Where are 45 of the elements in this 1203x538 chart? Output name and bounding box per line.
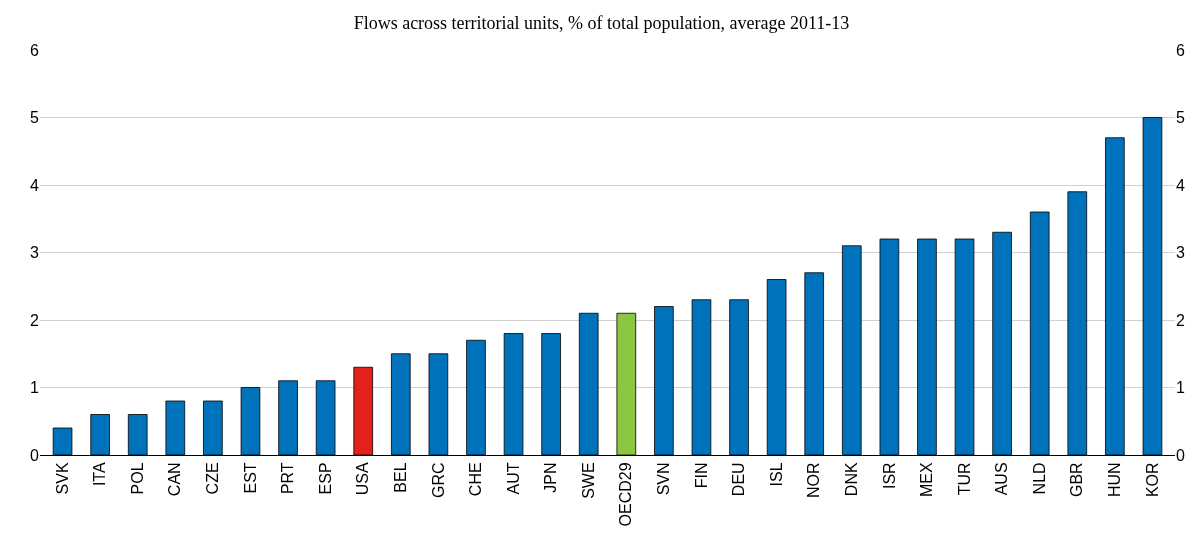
y2-tick-label: 6 (1176, 41, 1185, 59)
x-tick-label: CAN (166, 462, 184, 497)
x-tick-label: TUR (955, 462, 973, 496)
x-tick-label: SWE (579, 462, 597, 499)
x-tick-label: HUN (1106, 462, 1124, 498)
y-tick-label: 0 (30, 446, 40, 464)
x-tick-label: POL (128, 462, 146, 495)
x-tick-label: EST (241, 462, 259, 494)
x-tick-label: DEU (730, 462, 748, 497)
x-tick-label: FIN (692, 462, 710, 489)
x-tick-label: CHE (467, 462, 485, 497)
y-tick-label: 6 (30, 41, 40, 59)
x-tick-label: ESP (316, 462, 334, 495)
x-tick-label: ITA (91, 462, 109, 487)
y2-tick-label: 2 (1176, 311, 1185, 329)
y2-tick-label: 1 (1176, 379, 1185, 397)
x-tick-label: NOR (805, 462, 823, 498)
y-tick-label: 1 (30, 379, 40, 397)
y2-tick-label: 4 (1176, 176, 1185, 194)
x-tick-label: JPN (542, 462, 560, 493)
x-tick-label: MEX (918, 462, 936, 498)
y2-tick-label: 0 (1176, 446, 1185, 464)
x-tick-label: CZE (204, 462, 222, 495)
x-tick-label: DNK (842, 462, 860, 497)
x-tick-label: OECD29 (617, 462, 635, 527)
x-tick-label: GRC (429, 462, 447, 498)
y-tick-label: 2 (30, 311, 40, 329)
x-tick-label: SVK (53, 462, 71, 495)
y2-tick-label: 5 (1176, 109, 1185, 127)
y2-tick-label: 3 (1176, 244, 1185, 262)
y-tick-label: 4 (30, 176, 40, 194)
x-tick-label: ISL (767, 462, 785, 487)
x-tick-label: USA (354, 462, 372, 496)
x-tick-label: BEL (391, 462, 409, 493)
x-tick-label: ISR (880, 462, 898, 490)
y-tick-label: 5 (30, 109, 40, 127)
x-tick-label: AUS (993, 462, 1011, 496)
x-tick-label: PRT (279, 462, 297, 495)
y-tick-label: 3 (30, 244, 40, 262)
x-tick-label: SVN (655, 462, 673, 496)
x-tick-label: AUT (504, 462, 522, 495)
x-tick-label: NLD (1030, 462, 1048, 495)
chart-title: Flows across territorial units, % of total population, average 2011-13 (353, 12, 850, 33)
x-tick-label: GBR (1068, 462, 1086, 498)
x-tick-label: KOR (1143, 462, 1161, 498)
